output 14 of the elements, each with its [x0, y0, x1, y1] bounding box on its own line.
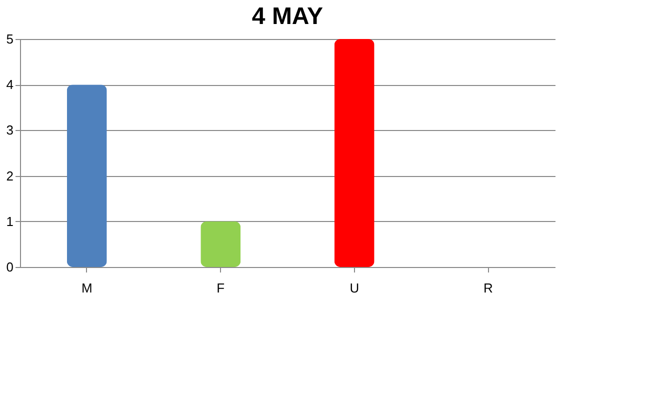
- y-tick-label: 2: [6, 168, 14, 184]
- x-tick-label: F: [216, 280, 225, 296]
- y-tick-label: 1: [6, 214, 14, 229]
- bar: [200, 221, 241, 267]
- x-tick-label: U: [350, 280, 360, 296]
- chart-title: 4 MAY: [252, 3, 324, 30]
- bar: [66, 84, 107, 267]
- y-tick-label: 3: [6, 122, 14, 138]
- x-tick-label: R: [483, 280, 493, 296]
- x-tick-label: M: [81, 280, 92, 296]
- y-tick-label: 0: [6, 260, 14, 274]
- y-tick-label: 5: [6, 32, 14, 46]
- y-tick-label: 4: [6, 77, 14, 92]
- bar: [334, 39, 374, 267]
